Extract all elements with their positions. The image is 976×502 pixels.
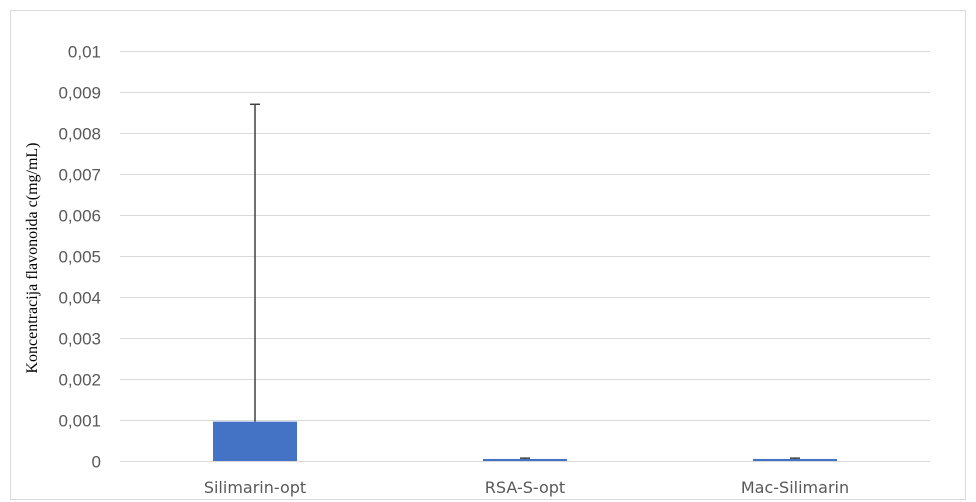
- y-tick-label: 0,008: [58, 125, 101, 144]
- gridlines: [120, 51, 930, 462]
- bar-rsa-s-opt: [483, 458, 567, 461]
- category-label: Mac-Silimarin: [741, 478, 849, 497]
- error-bar: [520, 457, 530, 459]
- error-bar: [790, 457, 800, 459]
- y-axis-label: Koncentracija flavonoida c(mg/mL): [24, 142, 41, 373]
- y-tick-label: 0,007: [58, 166, 101, 185]
- y-tick-label: 0,009: [58, 84, 101, 103]
- y-tick-label: 0,001: [58, 412, 101, 431]
- y-tick-label: 0,003: [58, 330, 101, 349]
- y-tick-label: 0,01: [68, 43, 101, 62]
- bar-mac-silimarin: [753, 458, 837, 461]
- y-tick-label: 0,004: [58, 289, 101, 308]
- bar-silimarin-opt: [213, 421, 297, 461]
- y-tick-label: 0: [92, 453, 101, 472]
- error-bars: [250, 103, 800, 459]
- error-bar: [250, 103, 260, 422]
- bars: [213, 421, 837, 461]
- category-label: RSA-S-opt: [485, 478, 565, 497]
- y-tick-labels: 0 0,001 0,002 0,003 0,004 0,005 0,006 0,007 0,00…: [58, 43, 101, 472]
- y-tick-label: 0,002: [58, 371, 101, 390]
- category-labels: Silimarin-opt RSA-S-opt Mac-Silimarin: [204, 478, 849, 497]
- y-tick-label: 0,005: [58, 248, 101, 267]
- y-tick-label: 0,006: [58, 207, 101, 226]
- category-label: Silimarin-opt: [204, 478, 306, 497]
- chart-frame: [10, 10, 966, 500]
